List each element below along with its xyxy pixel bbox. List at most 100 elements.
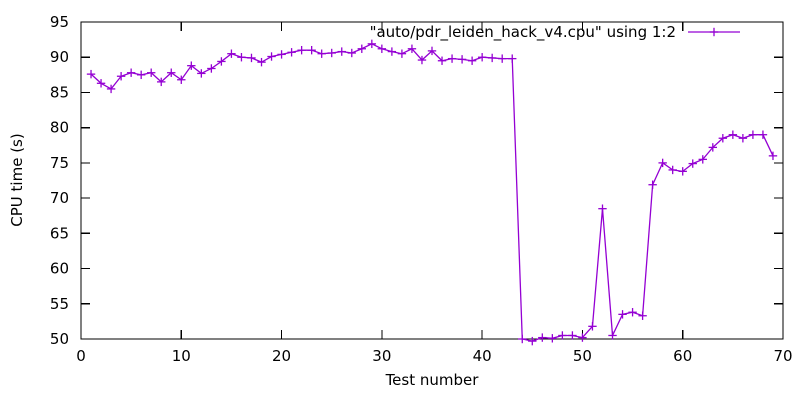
data-point-marker — [658, 158, 667, 168]
data-point-marker — [648, 180, 657, 189]
data-point-marker — [347, 48, 356, 58]
y-tick-label: 80 — [50, 119, 69, 137]
data-point-marker — [86, 69, 96, 79]
data-point-marker — [167, 68, 176, 77]
data-point-marker — [518, 334, 527, 344]
data-point-marker — [688, 159, 697, 168]
x-tick-label: 50 — [573, 347, 592, 365]
y-axis-label: CPU time (s) — [8, 133, 26, 226]
data-point-marker — [407, 44, 417, 53]
data-point-marker — [437, 56, 447, 65]
data-point-marker — [758, 130, 768, 139]
data-point-marker — [377, 44, 387, 53]
data-point-marker — [487, 53, 497, 63]
x-tick-label: 40 — [473, 347, 492, 365]
data-point-marker — [638, 311, 647, 320]
y-tick-label: 75 — [50, 154, 69, 172]
data-point-marker — [628, 308, 637, 317]
data-point-marker — [126, 68, 136, 77]
x-axis-ticks: 0 10 20 30 40 50 60 70 — [76, 22, 793, 365]
y-tick-label: 70 — [50, 189, 69, 207]
data-point-marker — [197, 69, 206, 78]
data-point-marker — [578, 333, 587, 342]
data-point-marker — [387, 47, 397, 56]
data-point-marker — [568, 331, 577, 340]
data-point-marker — [247, 53, 256, 63]
data-point-marker — [668, 165, 677, 175]
data-point-marker — [548, 334, 557, 343]
data-point-marker — [618, 310, 627, 319]
data-point-marker — [417, 55, 427, 65]
y-tick-label: 95 — [50, 13, 69, 31]
x-tick-label: 0 — [76, 347, 86, 365]
plot-border — [80, 21, 784, 340]
x-tick-label: 20 — [272, 347, 291, 365]
data-point-marker — [427, 46, 437, 56]
data-point-marker — [397, 49, 407, 58]
data-point-marker — [337, 47, 346, 56]
data-point-marker — [357, 44, 366, 53]
data-point-marker — [447, 54, 457, 63]
legend[interactable]: "auto/pdr_leiden_hack_v4.cpu" using 1:2 — [370, 23, 740, 42]
y-tick-label: 65 — [50, 224, 69, 242]
data-point-marker — [528, 336, 537, 346]
x-tick-label: 60 — [673, 347, 692, 365]
data-point-marker — [106, 84, 116, 94]
data-point-marker — [708, 143, 717, 152]
data-point-marker — [728, 130, 738, 139]
data-point-marker — [738, 134, 748, 143]
y-tick-label: 60 — [50, 260, 69, 278]
y-tick-label: 85 — [50, 83, 69, 101]
data-point-marker — [538, 333, 547, 342]
x-tick-label: 70 — [773, 347, 792, 365]
data-point-marker — [467, 56, 477, 65]
legend-entry-label: "auto/pdr_leiden_hack_v4.cpu" using 1:2 — [370, 23, 676, 42]
y-tick-label: 55 — [50, 295, 69, 313]
data-point-marker — [598, 204, 607, 213]
data-point-marker — [327, 48, 336, 58]
data-point-marker — [217, 57, 226, 66]
data-point-marker — [177, 75, 186, 84]
data-point-marker — [227, 49, 236, 58]
legend-point-marker — [709, 27, 719, 37]
y-tick-label: 50 — [50, 330, 69, 348]
data-point-marker — [477, 53, 487, 62]
legend-marker-sample — [709, 27, 719, 37]
data-point-marker — [608, 331, 617, 340]
x-axis-label: Test number — [385, 371, 480, 389]
data-point-marker — [678, 167, 687, 176]
data-point-marker — [317, 49, 326, 58]
data-point-marker — [698, 155, 707, 164]
data-point-marker — [457, 55, 467, 64]
x-tick-label: 10 — [172, 347, 191, 365]
data-point-marker — [718, 134, 728, 143]
y-axis-ticks: 50 55 60 65 70 75 80 85 90 95 — [50, 13, 783, 348]
data-point-marker — [237, 53, 246, 62]
data-point-marker — [297, 45, 306, 55]
data-point-marker — [367, 39, 377, 49]
data-point-marker — [748, 130, 758, 139]
data-point-marker — [277, 50, 286, 59]
data-point-marker — [257, 57, 266, 67]
x-tick-label: 30 — [372, 347, 391, 365]
data-point-marker — [558, 331, 567, 340]
data-point-marker — [96, 79, 106, 88]
data-point-marker — [498, 54, 507, 63]
y-tick-label: 90 — [50, 48, 69, 66]
data-series-group — [86, 39, 778, 346]
data-point-marker — [508, 54, 517, 63]
data-point-marker — [307, 45, 316, 55]
data-point-marker — [187, 61, 196, 70]
data-point-marker — [136, 70, 146, 80]
data-point-marker — [768, 151, 778, 161]
data-point-marker — [147, 68, 156, 77]
data-point-marker — [207, 64, 216, 73]
data-point-marker — [267, 52, 276, 61]
data-point-marker — [157, 77, 166, 87]
data-point-marker — [588, 322, 597, 331]
data-point-marker — [116, 72, 126, 81]
data-point-marker — [287, 48, 296, 57]
